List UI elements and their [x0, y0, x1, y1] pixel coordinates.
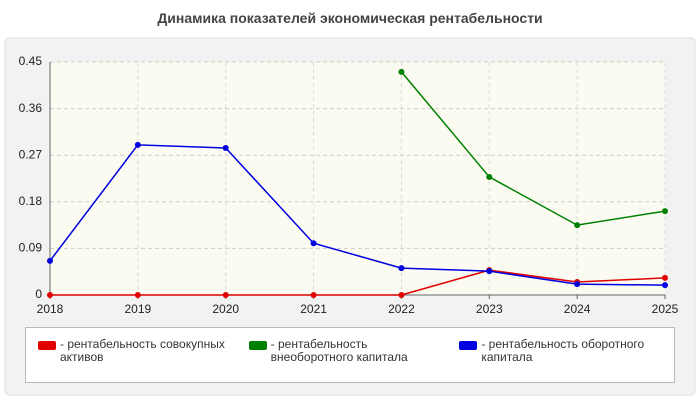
- data-point: [222, 144, 229, 151]
- data-point: [398, 265, 405, 272]
- x-tick-label: 2022: [388, 302, 415, 316]
- data-point: [47, 292, 53, 298]
- legend-swatch: [459, 341, 478, 350]
- data-point: [47, 257, 53, 264]
- x-tick-label: 2023: [476, 302, 503, 316]
- x-tick-label: 2018: [37, 302, 64, 316]
- series-line: [400, 71, 666, 226]
- legend-label: - рентабельность внеоборотного капитала: [270, 337, 408, 364]
- data-point: [398, 68, 405, 75]
- y-tick-label: 0.18: [19, 194, 43, 208]
- data-point: [310, 240, 317, 247]
- x-tick-label: 2021: [300, 302, 327, 316]
- y-tick-label: 0: [35, 287, 42, 301]
- data-point: [134, 141, 141, 148]
- legend-label: - рентабельность совокупных активов: [60, 337, 225, 364]
- legend-item: - рентабельность внеоборотного капитала: [245, 338, 456, 372]
- data-point: [486, 173, 493, 180]
- y-tick-label: 0.09: [19, 241, 43, 255]
- x-tick-label: 2024: [564, 302, 591, 316]
- data-point: [662, 282, 668, 289]
- data-point: [222, 292, 229, 298]
- plot-area: [50, 62, 665, 295]
- x-tick-label: 2020: [212, 302, 239, 316]
- data-point: [662, 208, 668, 215]
- legend-label: - рентабельность оборотного капитала: [481, 337, 645, 364]
- data-point: [486, 268, 493, 275]
- chart-title: Динамика показателей экономическая рента…: [157, 10, 543, 26]
- data-point: [310, 292, 317, 298]
- data-point: [398, 292, 405, 298]
- x-tick-label: 2019: [125, 302, 152, 316]
- legend: - рентабельность совокупных активов - рен…: [25, 327, 675, 383]
- legend-item: - рентабельность совокупных активов: [34, 338, 245, 372]
- legend-swatch: [38, 341, 56, 350]
- legend-swatch: [248, 341, 267, 350]
- legend-item: - рентабельность оборотного капитала: [455, 338, 666, 372]
- data-point: [574, 281, 581, 288]
- x-tick-label: 2025: [652, 302, 679, 316]
- y-tick-label: 0.36: [19, 101, 43, 115]
- data-point: [134, 292, 141, 298]
- series-line: [49, 144, 666, 286]
- y-tick-label: 0.45: [19, 54, 43, 68]
- data-point: [574, 222, 581, 229]
- y-tick-label: 0.27: [19, 147, 43, 161]
- series-line: [50, 269, 666, 296]
- data-point: [662, 274, 668, 281]
